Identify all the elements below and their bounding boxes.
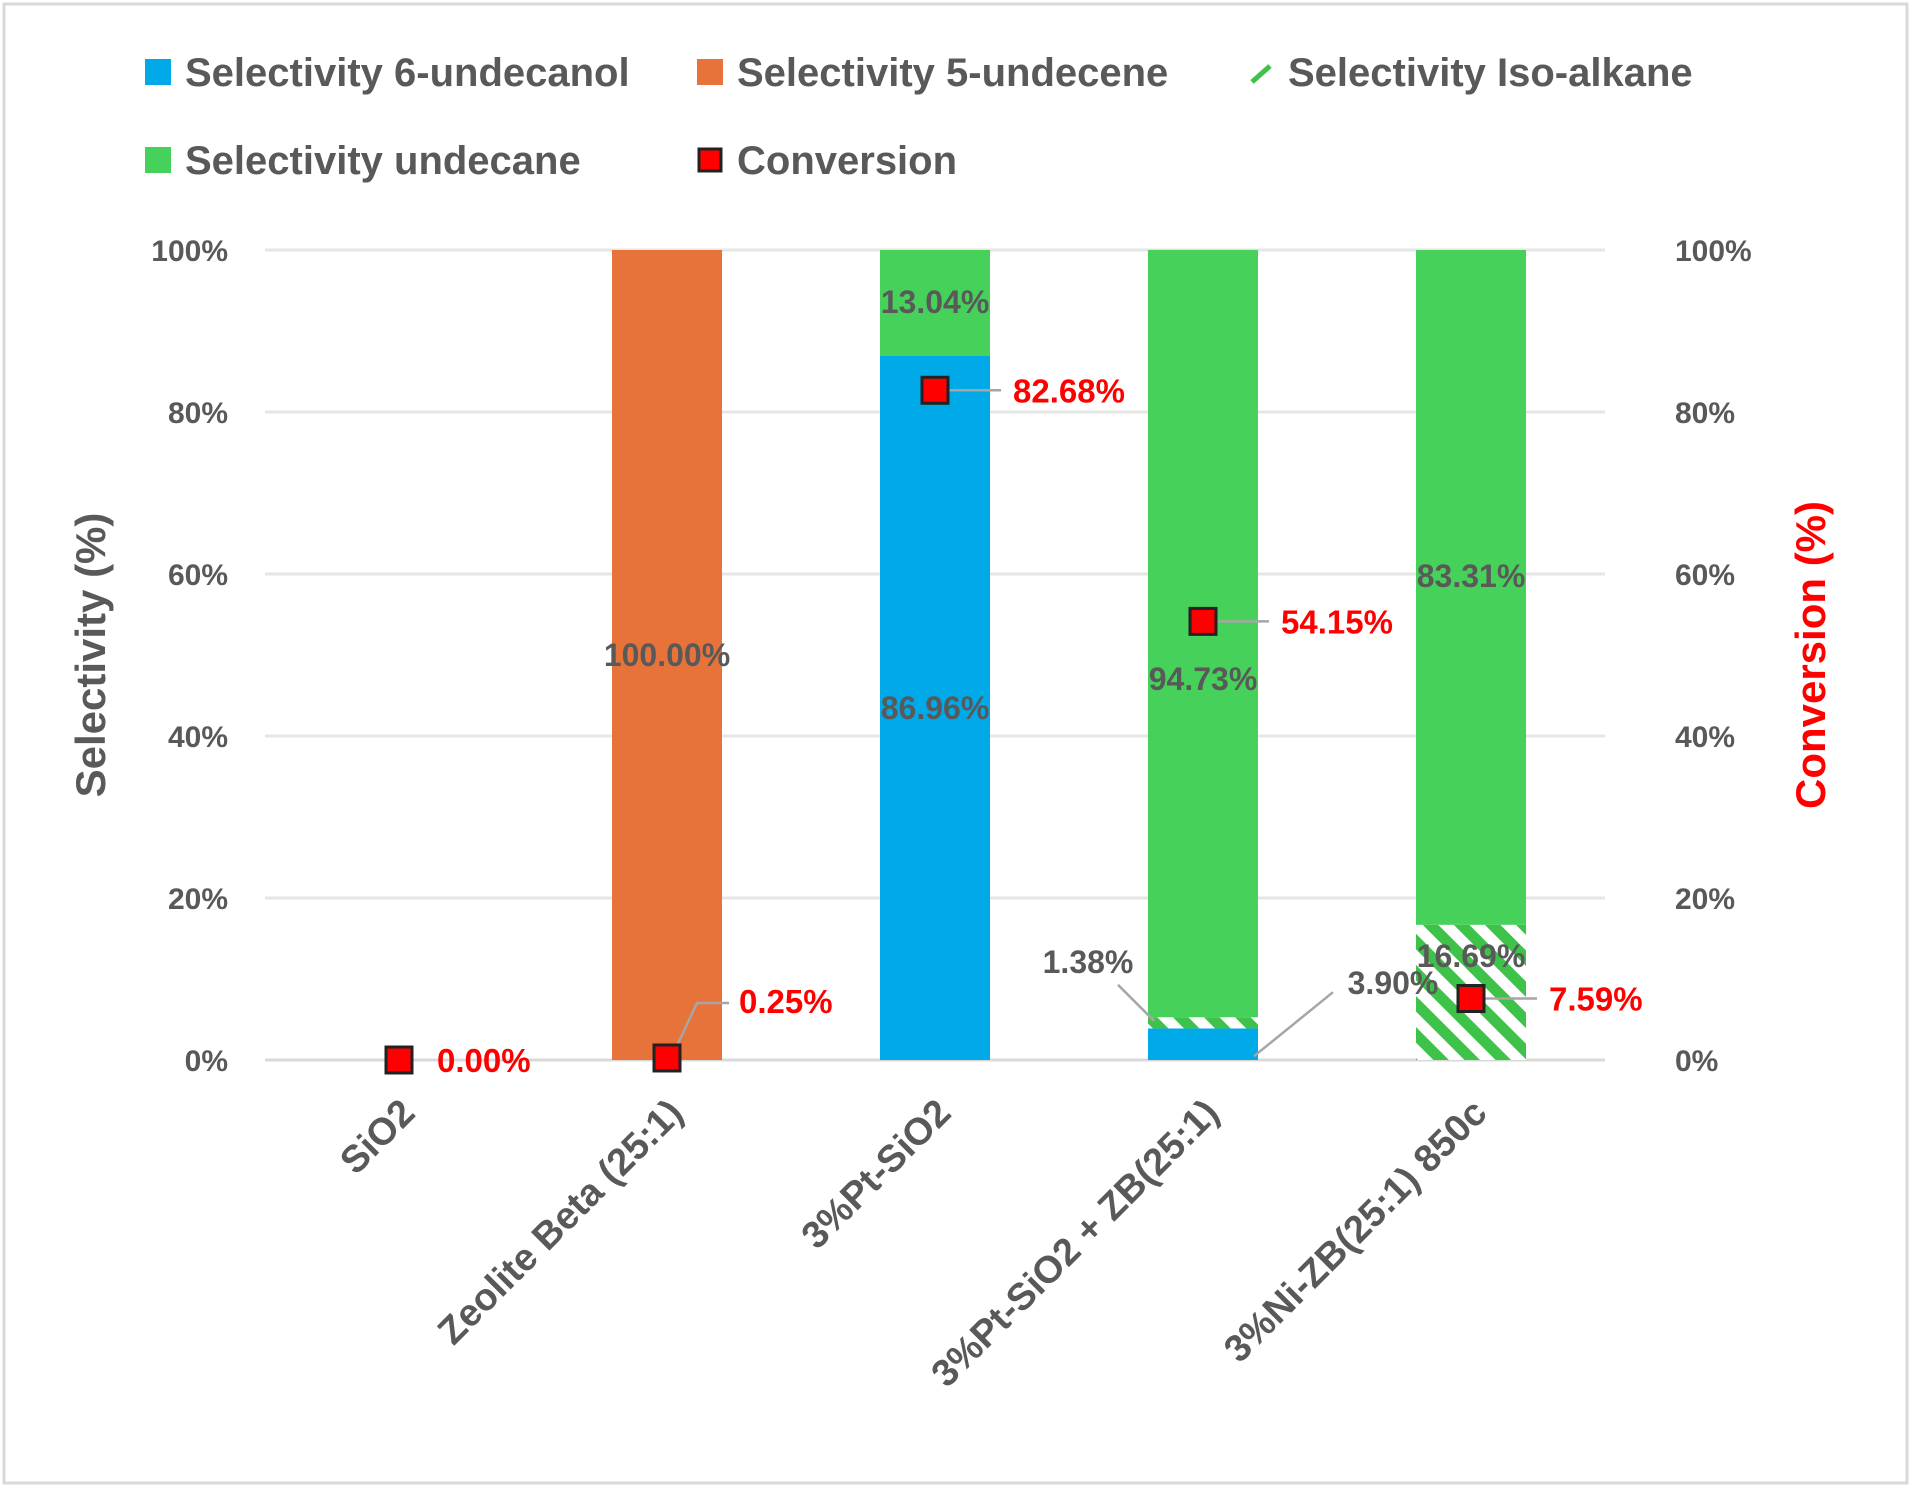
conversion-value-label: 82.68% — [1013, 372, 1125, 409]
legend-swatch-marker — [697, 147, 723, 173]
leader-lines — [673, 389, 1537, 1058]
y-tick-label: 20% — [168, 883, 228, 916]
conversion-marker — [920, 375, 950, 405]
legend-swatch — [145, 59, 171, 85]
segment-value-label: 16.69% — [1417, 938, 1526, 974]
legend-swatch-hatch — [1250, 64, 1272, 84]
y-tick-label: 0% — [185, 1045, 228, 1078]
y2-tick-label: 80% — [1675, 397, 1735, 430]
legend-item: Selectivity Iso-alkane — [1250, 51, 1693, 95]
conversion-marker — [384, 1045, 414, 1075]
segment-value-label: 94.73% — [1149, 661, 1258, 697]
segment-value-label: 83.31% — [1417, 558, 1526, 594]
legend-label: Selectivity Iso-alkane — [1288, 51, 1693, 95]
conversion-value-label: 7.59% — [1549, 981, 1643, 1018]
legend-item: Conversion — [697, 139, 957, 183]
segment-value-label: 1.38% — [1043, 944, 1134, 980]
segment-value-label: 86.96% — [881, 690, 990, 726]
conversion-marker — [1456, 984, 1486, 1014]
legend-item: Selectivity undecane — [145, 139, 581, 183]
conversion-value-label: 54.15% — [1281, 603, 1393, 640]
legend-label: Selectivity undecane — [185, 139, 581, 183]
segment-labels: 86.96% 3.90% 100.00% 1.38% 16.69% 13.04% 94.73… — [604, 284, 1525, 1001]
leader-line — [1253, 991, 1334, 1058]
conversion-marker — [1188, 606, 1218, 636]
y2-tick-label: 40% — [1675, 721, 1735, 754]
legend-label: Selectivity 6-undecanol — [185, 51, 630, 95]
bar-segment — [612, 250, 722, 1060]
y2-tick-label: 0% — [1675, 1045, 1718, 1078]
conversion-leader-line — [673, 1001, 729, 1051]
conversion-value-label: 0.00% — [437, 1042, 531, 1079]
segment-value-label: 100.00% — [604, 637, 730, 673]
y-tick-label: 60% — [168, 559, 228, 592]
conversion-markers: 0.00% 0.25% 82.68% 54.15% 7.59% — [384, 372, 1643, 1079]
legend-item: Selectivity 6-undecanol — [145, 51, 630, 95]
y-axis-title: Selectivity (%) — [67, 513, 114, 798]
bar-segment — [880, 250, 990, 356]
y-tick-label: 100% — [151, 235, 228, 268]
y2-tick-label: 60% — [1675, 559, 1735, 592]
legend-swatch — [697, 59, 723, 85]
legend: Selectivity 6-undecanol Selectivity 5-und… — [145, 51, 1693, 183]
legend-item: Selectivity 5-undecene — [697, 51, 1168, 95]
legend-label: Selectivity 5-undecene — [737, 51, 1168, 95]
legend-label: Conversion — [737, 139, 957, 183]
bar-segment — [880, 355, 990, 1060]
bar-segment — [1148, 1028, 1258, 1060]
leader-line — [1117, 983, 1155, 1022]
conversion-marker — [652, 1043, 682, 1073]
legend-swatch — [145, 147, 171, 173]
bar-segment — [1148, 1017, 1258, 1029]
y-tick-label: 80% — [168, 397, 228, 430]
conversion-value-label: 0.25% — [739, 983, 833, 1020]
segment-value-label: 3.90% — [1348, 965, 1439, 1001]
segment-value-label: 13.04% — [881, 284, 990, 320]
y2-tick-label: 20% — [1675, 883, 1735, 916]
y2-tick-label: 100% — [1675, 235, 1752, 268]
bars — [612, 249, 1526, 1060]
bar-segment — [1416, 250, 1526, 925]
y-tick-label: 40% — [168, 721, 228, 754]
y2-axis-title: Conversion (%) — [1787, 501, 1834, 809]
